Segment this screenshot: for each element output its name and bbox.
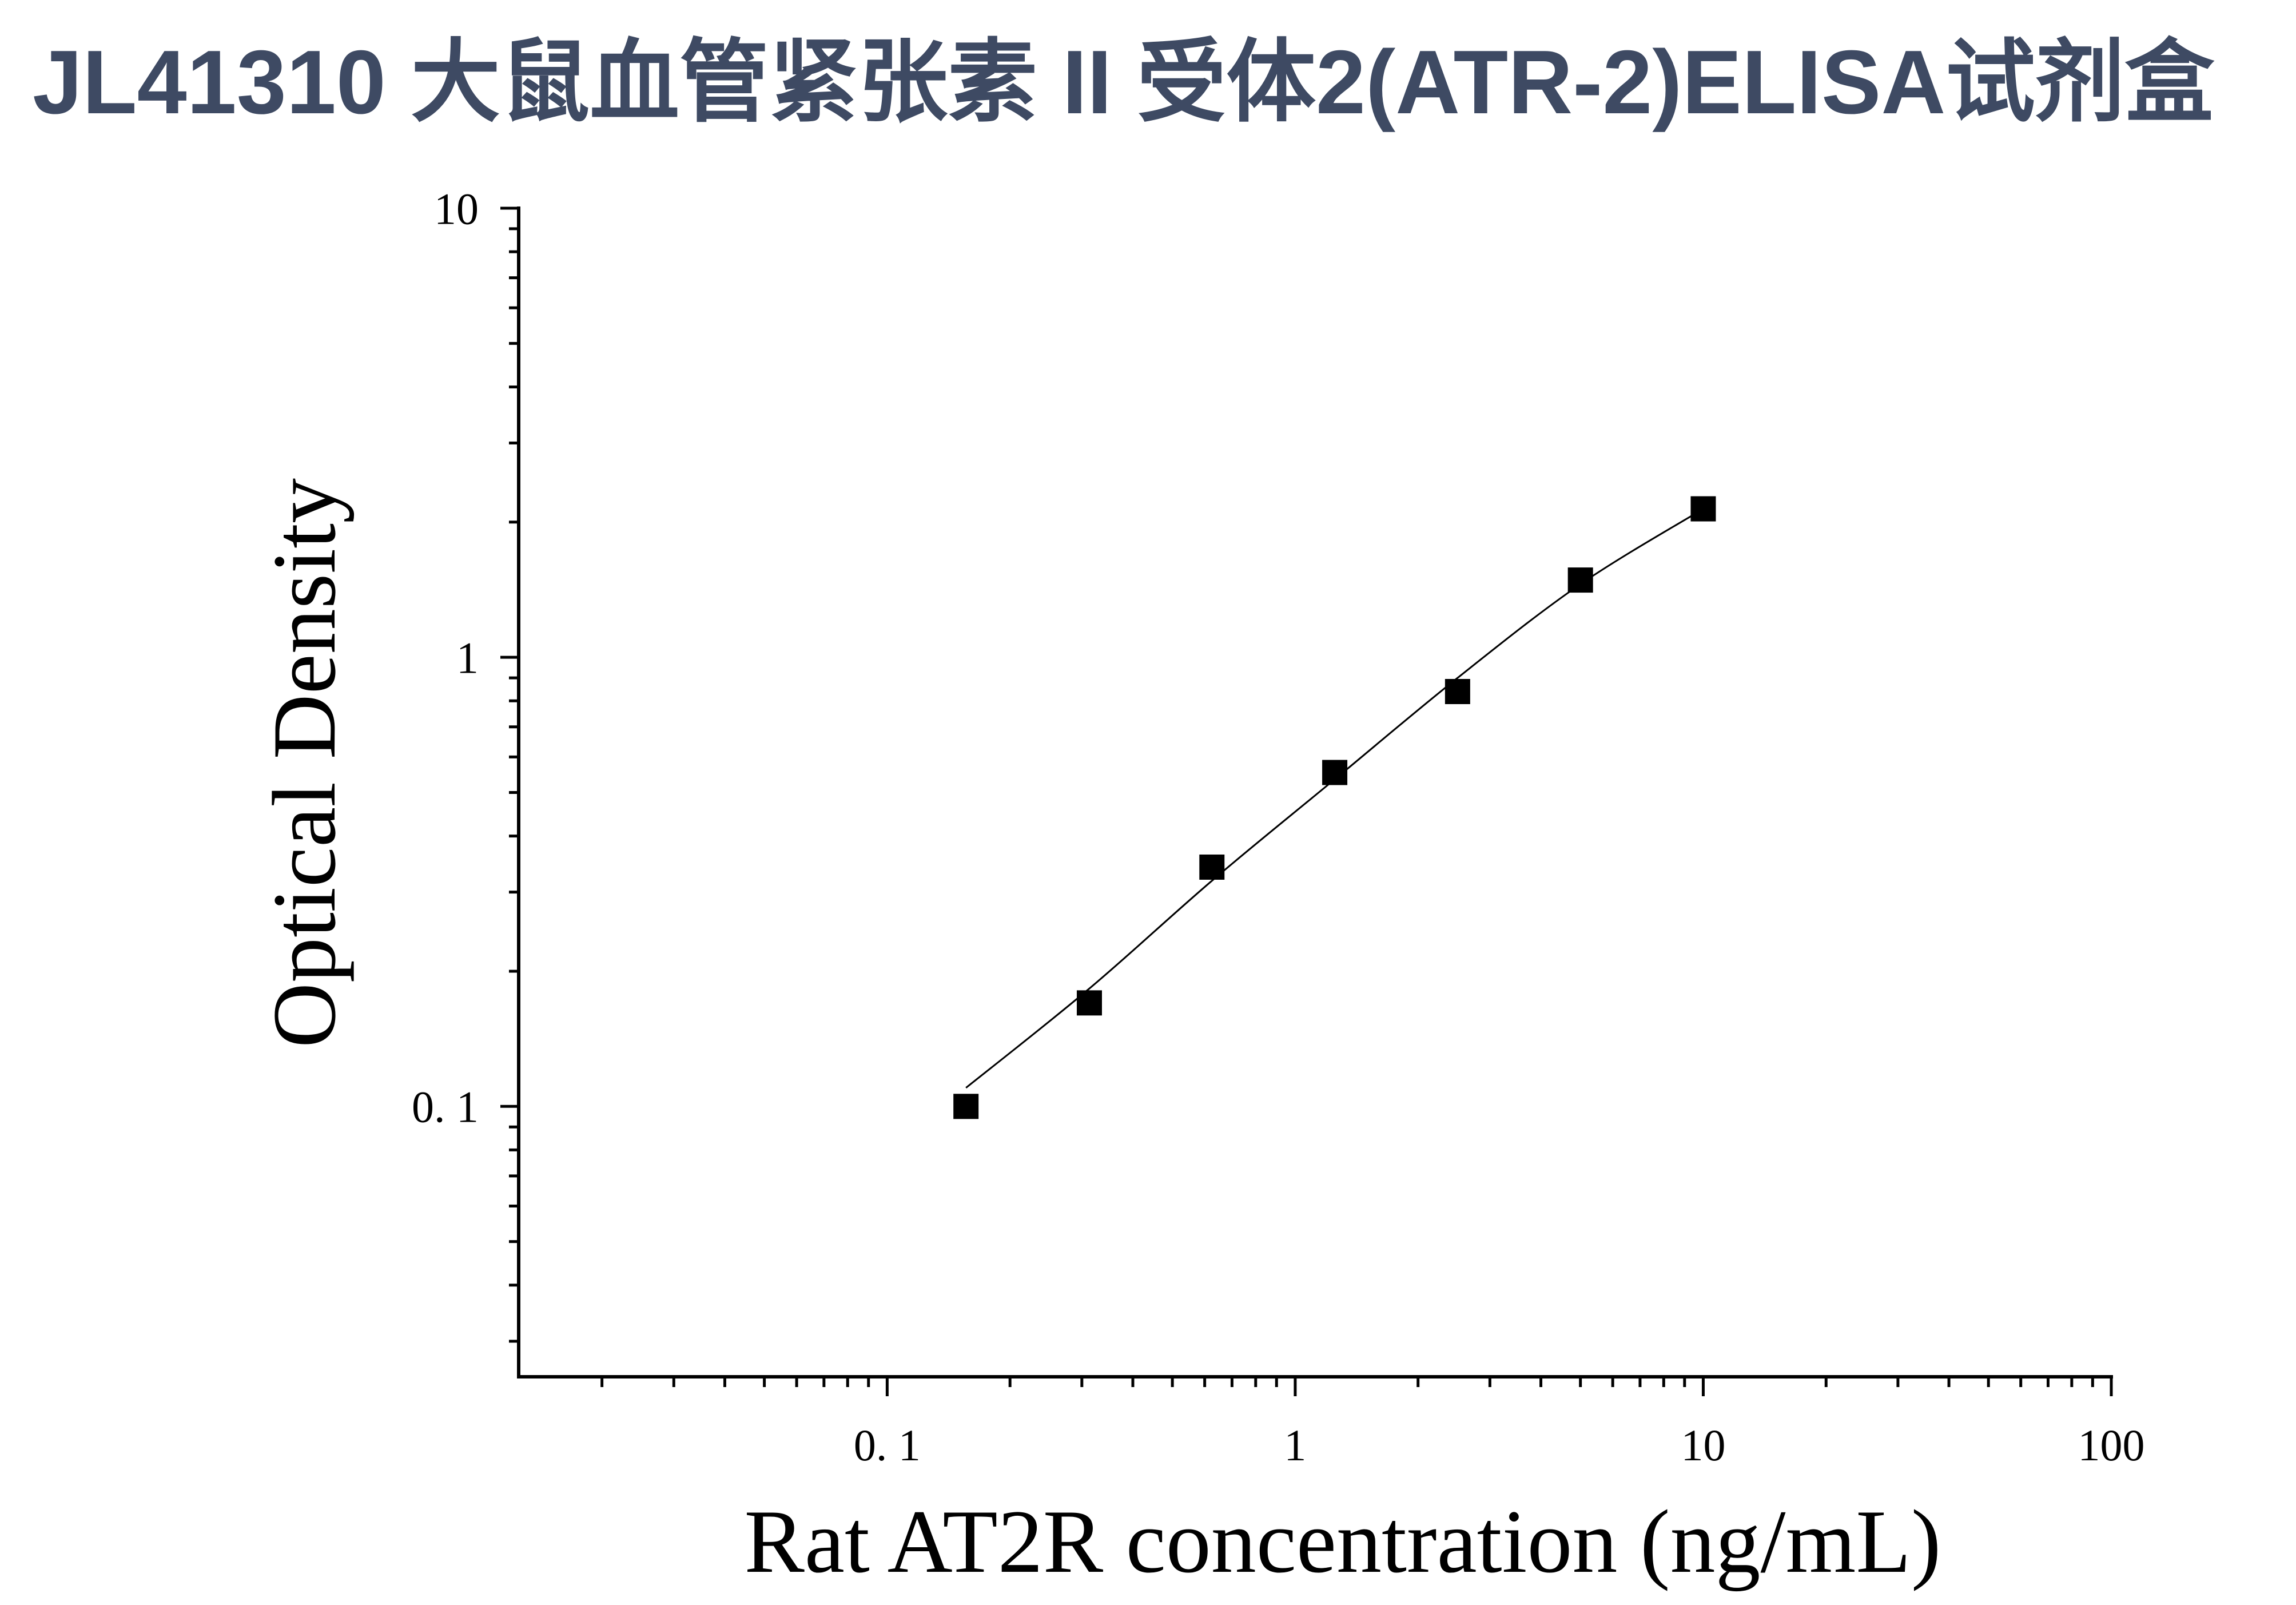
plot-area: 0. 1 1 10 0. 1 1 10 100 [412,184,2145,1470]
fit-curves [965,508,1704,1088]
data-point [1567,567,1593,593]
x-tick-label: 0. 1 [854,1420,921,1470]
data-points [953,496,1716,1119]
fit-curve [965,508,1704,1088]
data-point [1322,760,1348,785]
x-tick-label: 100 [2078,1420,2145,1470]
y-tick-label: 0. 1 [412,1082,479,1132]
y-axis-label: Optical Density [254,478,355,1048]
y-tick-label: 1 [456,633,479,682]
x-tick-label: 10 [1681,1420,1725,1470]
y-axis-ticks: 0. 1 1 10 [412,184,519,1343]
data-point [1199,855,1225,880]
data-point [1690,496,1716,522]
x-axis-ticks: 0. 1 1 10 100 [600,1377,2145,1470]
chart-title: JL41310 大鼠血管紧张素 II 受体2(ATR-2)ELISA试剂盒 [33,32,2215,133]
y-tick-label: 10 [434,184,479,233]
x-tick-label: 1 [1284,1420,1306,1470]
data-point [1445,679,1470,705]
data-point [953,1094,979,1119]
x-axis-label: Rat AT2R concentration (ng/mL) [744,1492,1941,1592]
data-point [1076,990,1102,1016]
